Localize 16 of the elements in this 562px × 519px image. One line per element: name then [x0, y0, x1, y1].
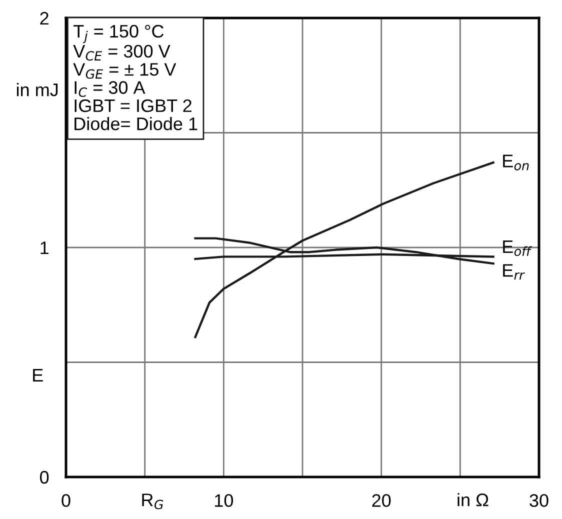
series-label: E$_{on}$: [503, 154, 529, 170]
y-tick-label: 2: [40, 12, 48, 25]
series-label: E$_{off}$: [503, 240, 532, 256]
line-series: [194, 161, 494, 338]
text: T$_{j}$ = 150 °C V$_{CE}$ = 300 V V$_{GE}$ = ± 15 V I$_{C}$ = 30 A IGBT = IGBT 2 Diode= Diode 1: [73, 24, 198, 130]
y-tick-label: 0: [40, 470, 49, 484]
y-tick-label: 1: [40, 242, 48, 254]
text: in mJ: [16, 83, 58, 96]
x-tick-label: 10: [215, 494, 234, 507]
x-tick-label: 0: [62, 494, 70, 507]
text: in Ω: [458, 493, 488, 506]
x-tick-label: 30: [530, 494, 548, 507]
x-tick-label: 20: [372, 494, 391, 507]
x-axis-title: R$_{G}$: [142, 494, 164, 510]
series-label: E$_{rr}$: [503, 264, 525, 280]
y-axis-title: E: [33, 369, 43, 382]
